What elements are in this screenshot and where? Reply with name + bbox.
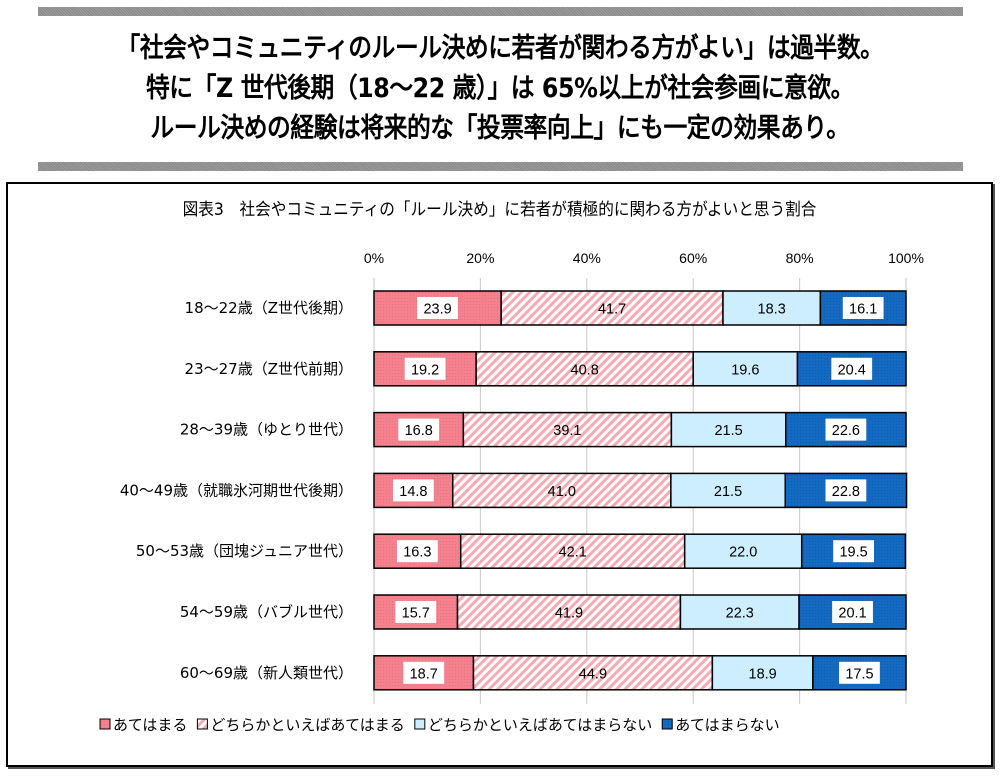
bar-segment bbox=[819, 290, 907, 326]
data-label: 44.9 bbox=[579, 666, 607, 682]
data-label-box bbox=[392, 479, 434, 502]
data-label: 14.8 bbox=[399, 484, 427, 500]
legend-label: どちらかといえばあてはまる bbox=[210, 716, 404, 734]
bar-segment bbox=[812, 655, 907, 691]
data-label: 16.3 bbox=[403, 545, 431, 561]
top-divider-rule bbox=[38, 7, 963, 16]
bar-segment bbox=[500, 290, 724, 326]
x-axis-tick-labels: 0% 20% 40% 60% 80% 100% bbox=[364, 250, 924, 266]
bars bbox=[373, 290, 908, 691]
bar-segment bbox=[670, 411, 787, 448]
data-label: 23.9 bbox=[423, 302, 451, 318]
category-label: 54～59歳（バブル世代） bbox=[180, 603, 353, 621]
data-label: 22.6 bbox=[832, 423, 860, 439]
data-label: 17.5 bbox=[845, 666, 873, 682]
data-label: 42.1 bbox=[559, 545, 587, 561]
category-label: 60～69歳（新人類世代） bbox=[180, 664, 353, 682]
data-label-box bbox=[404, 357, 446, 380]
bar-segment bbox=[692, 351, 799, 387]
stacked-bar-chart: 0% 20% 40% 60% 80% 100% 18～22歳（Z世代後期） 23～27歳（Z… bbox=[99, 250, 924, 734]
bar-segment bbox=[462, 411, 673, 448]
data-label-box bbox=[842, 297, 884, 319]
data-label: 21.5 bbox=[714, 484, 742, 500]
headline-line-3: ルール決めの経験は将来的な「投票率向上」にも一定の効果あり。 bbox=[150, 113, 850, 144]
data-label-box bbox=[825, 479, 867, 502]
data-label: 41.0 bbox=[548, 484, 576, 500]
data-label-box bbox=[417, 297, 458, 319]
data-label: 41.9 bbox=[555, 606, 583, 622]
bottom-divider-rule bbox=[38, 162, 963, 171]
bar-segment bbox=[459, 533, 686, 569]
category-label: 18～22歳（Z世代後期） bbox=[185, 299, 353, 317]
bar-segment bbox=[451, 472, 672, 509]
category-label: 23～27歳（Z世代前期） bbox=[185, 360, 353, 378]
category-label: 40～49歳（就職氷河期世代後期） bbox=[120, 481, 353, 499]
data-label: 20.4 bbox=[838, 362, 866, 378]
category-labels: 18～22歳（Z世代後期） 23～27歳（Z世代前期） 28～39歳（ゆとり世代） 4… bbox=[120, 299, 353, 682]
x-tick-label: 100% bbox=[888, 250, 924, 266]
data-label-box bbox=[839, 661, 880, 684]
legend-label: あてはまる bbox=[113, 716, 187, 734]
bar-segment bbox=[722, 290, 822, 326]
bar-segment bbox=[784, 472, 908, 509]
data-label: 18.7 bbox=[410, 666, 438, 682]
data-label: 22.3 bbox=[726, 606, 754, 622]
legend-swatch bbox=[196, 718, 208, 730]
legend-swatch bbox=[99, 718, 111, 730]
data-label: 39.1 bbox=[553, 423, 581, 439]
legend: あてはまる どちらかといえばあてはまる どちらかといえばあてはまらない あてはまらない bbox=[99, 716, 780, 734]
data-label: 18.9 bbox=[749, 666, 777, 682]
data-label-box bbox=[395, 601, 437, 623]
data-label: 21.5 bbox=[714, 423, 742, 439]
data-label-box bbox=[403, 661, 445, 684]
data-label: 18.3 bbox=[758, 302, 786, 318]
chart-title: 図表3 社会やコミュニティの「ルール決め」に若者が積極的に関わる方がよいと思う割… bbox=[182, 200, 817, 220]
data-label: 20.1 bbox=[838, 606, 866, 622]
bar-segment bbox=[711, 655, 814, 691]
category-label: 28～39歳（ゆとり世代） bbox=[180, 421, 353, 439]
legend-swatch bbox=[414, 718, 426, 730]
x-tick-label: 20% bbox=[466, 250, 494, 266]
data-label-box bbox=[831, 357, 873, 380]
chart-frame: 図表3 社会やコミュニティの「ルール決め」に若者が積極的に関わる方がよいと思う割… bbox=[6, 182, 993, 767]
data-label: 19.6 bbox=[731, 362, 759, 378]
legend-label: あてはまらない bbox=[675, 716, 779, 734]
data-label: 22.8 bbox=[832, 484, 860, 500]
x-tick-label: 80% bbox=[786, 250, 814, 266]
data-label-box bbox=[825, 418, 867, 441]
legend-label: どちらかといえばあてはまらない bbox=[428, 716, 652, 734]
data-label: 41.7 bbox=[598, 302, 626, 318]
bar-segment bbox=[679, 594, 800, 630]
data-label: 19.2 bbox=[411, 362, 439, 378]
x-tick-label: 40% bbox=[573, 250, 601, 266]
data-label: 19.5 bbox=[839, 545, 867, 561]
bar-segment bbox=[683, 533, 803, 569]
data-label-box bbox=[396, 540, 438, 563]
headline-line-1: 「社会やコミュニティのルール決めに若者が関わる方がよい」は過半数。 bbox=[116, 33, 884, 64]
bar-segment bbox=[475, 351, 694, 387]
category-label: 50～53歳（団塊ジュニア世代） bbox=[136, 542, 353, 560]
data-label: 22.0 bbox=[729, 545, 757, 561]
x-tick-label: 60% bbox=[679, 250, 707, 266]
bar-segment bbox=[670, 472, 786, 509]
data-label: 15.7 bbox=[402, 606, 430, 622]
bar-segment bbox=[456, 594, 682, 630]
data-labels: 23.9 41.7 18.3 16.1 19.2 40.8 19.6 20.4 16.8 39.1… bbox=[392, 297, 884, 684]
headline-line-2: 特に「Z 世代後期（18～22 歳）」は 65%以上が社会参画に意欲。 bbox=[145, 73, 855, 104]
data-label: 40.8 bbox=[571, 362, 599, 378]
data-label: 16.8 bbox=[405, 423, 433, 439]
data-label-box bbox=[833, 540, 874, 563]
data-label-box bbox=[832, 601, 873, 623]
data-label-box bbox=[398, 418, 440, 441]
data-label: 16.1 bbox=[849, 302, 877, 318]
legend-swatch bbox=[661, 718, 673, 730]
x-tick-label: 0% bbox=[364, 250, 384, 266]
